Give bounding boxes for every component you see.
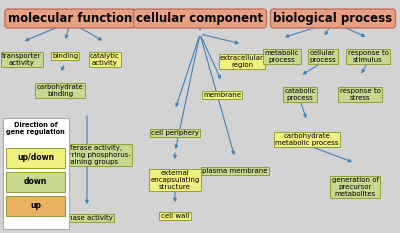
Text: catalytic
activity: catalytic activity [90,53,120,66]
Text: response to
stress: response to stress [340,88,380,101]
Text: catabolic
process: catabolic process [284,88,316,101]
FancyBboxPatch shape [6,172,65,192]
Text: transferase activity,
transferring phosphorus-
containing groups: transferase activity, transferring phosp… [44,145,130,165]
Text: molecular function: molecular function [8,12,132,25]
Text: extracellular
region: extracellular region [220,55,264,68]
Text: cellular component: cellular component [136,12,264,25]
Text: response to
stimulus: response to stimulus [348,50,388,63]
Text: kinase activity: kinase activity [62,215,112,221]
Text: external
encapsulating
structure: external encapsulating structure [150,170,200,190]
Text: generation of
precursor
metabolites: generation of precursor metabolites [332,177,378,197]
Text: biological process: biological process [274,12,392,25]
Text: cell wall: cell wall [161,213,189,219]
Text: up/down: up/down [17,154,54,162]
Text: carbohydrate
binding: carbohydrate binding [37,84,83,97]
Text: transporter
activity: transporter activity [2,53,42,66]
Text: cell periphery: cell periphery [151,130,199,136]
Text: carbohydrate
metabolic process: carbohydrate metabolic process [275,133,339,146]
Text: metabolic
process: metabolic process [265,50,299,63]
Text: Direction of
gene regulation: Direction of gene regulation [6,122,65,135]
Text: plasma membrane: plasma membrane [202,168,268,174]
Text: membrane: membrane [203,92,241,98]
Text: up: up [30,202,41,210]
Text: down: down [24,178,47,186]
FancyBboxPatch shape [6,148,65,168]
FancyBboxPatch shape [6,196,65,216]
Text: cellular
process: cellular process [310,50,336,63]
FancyBboxPatch shape [2,117,68,229]
Text: binding: binding [52,53,78,59]
